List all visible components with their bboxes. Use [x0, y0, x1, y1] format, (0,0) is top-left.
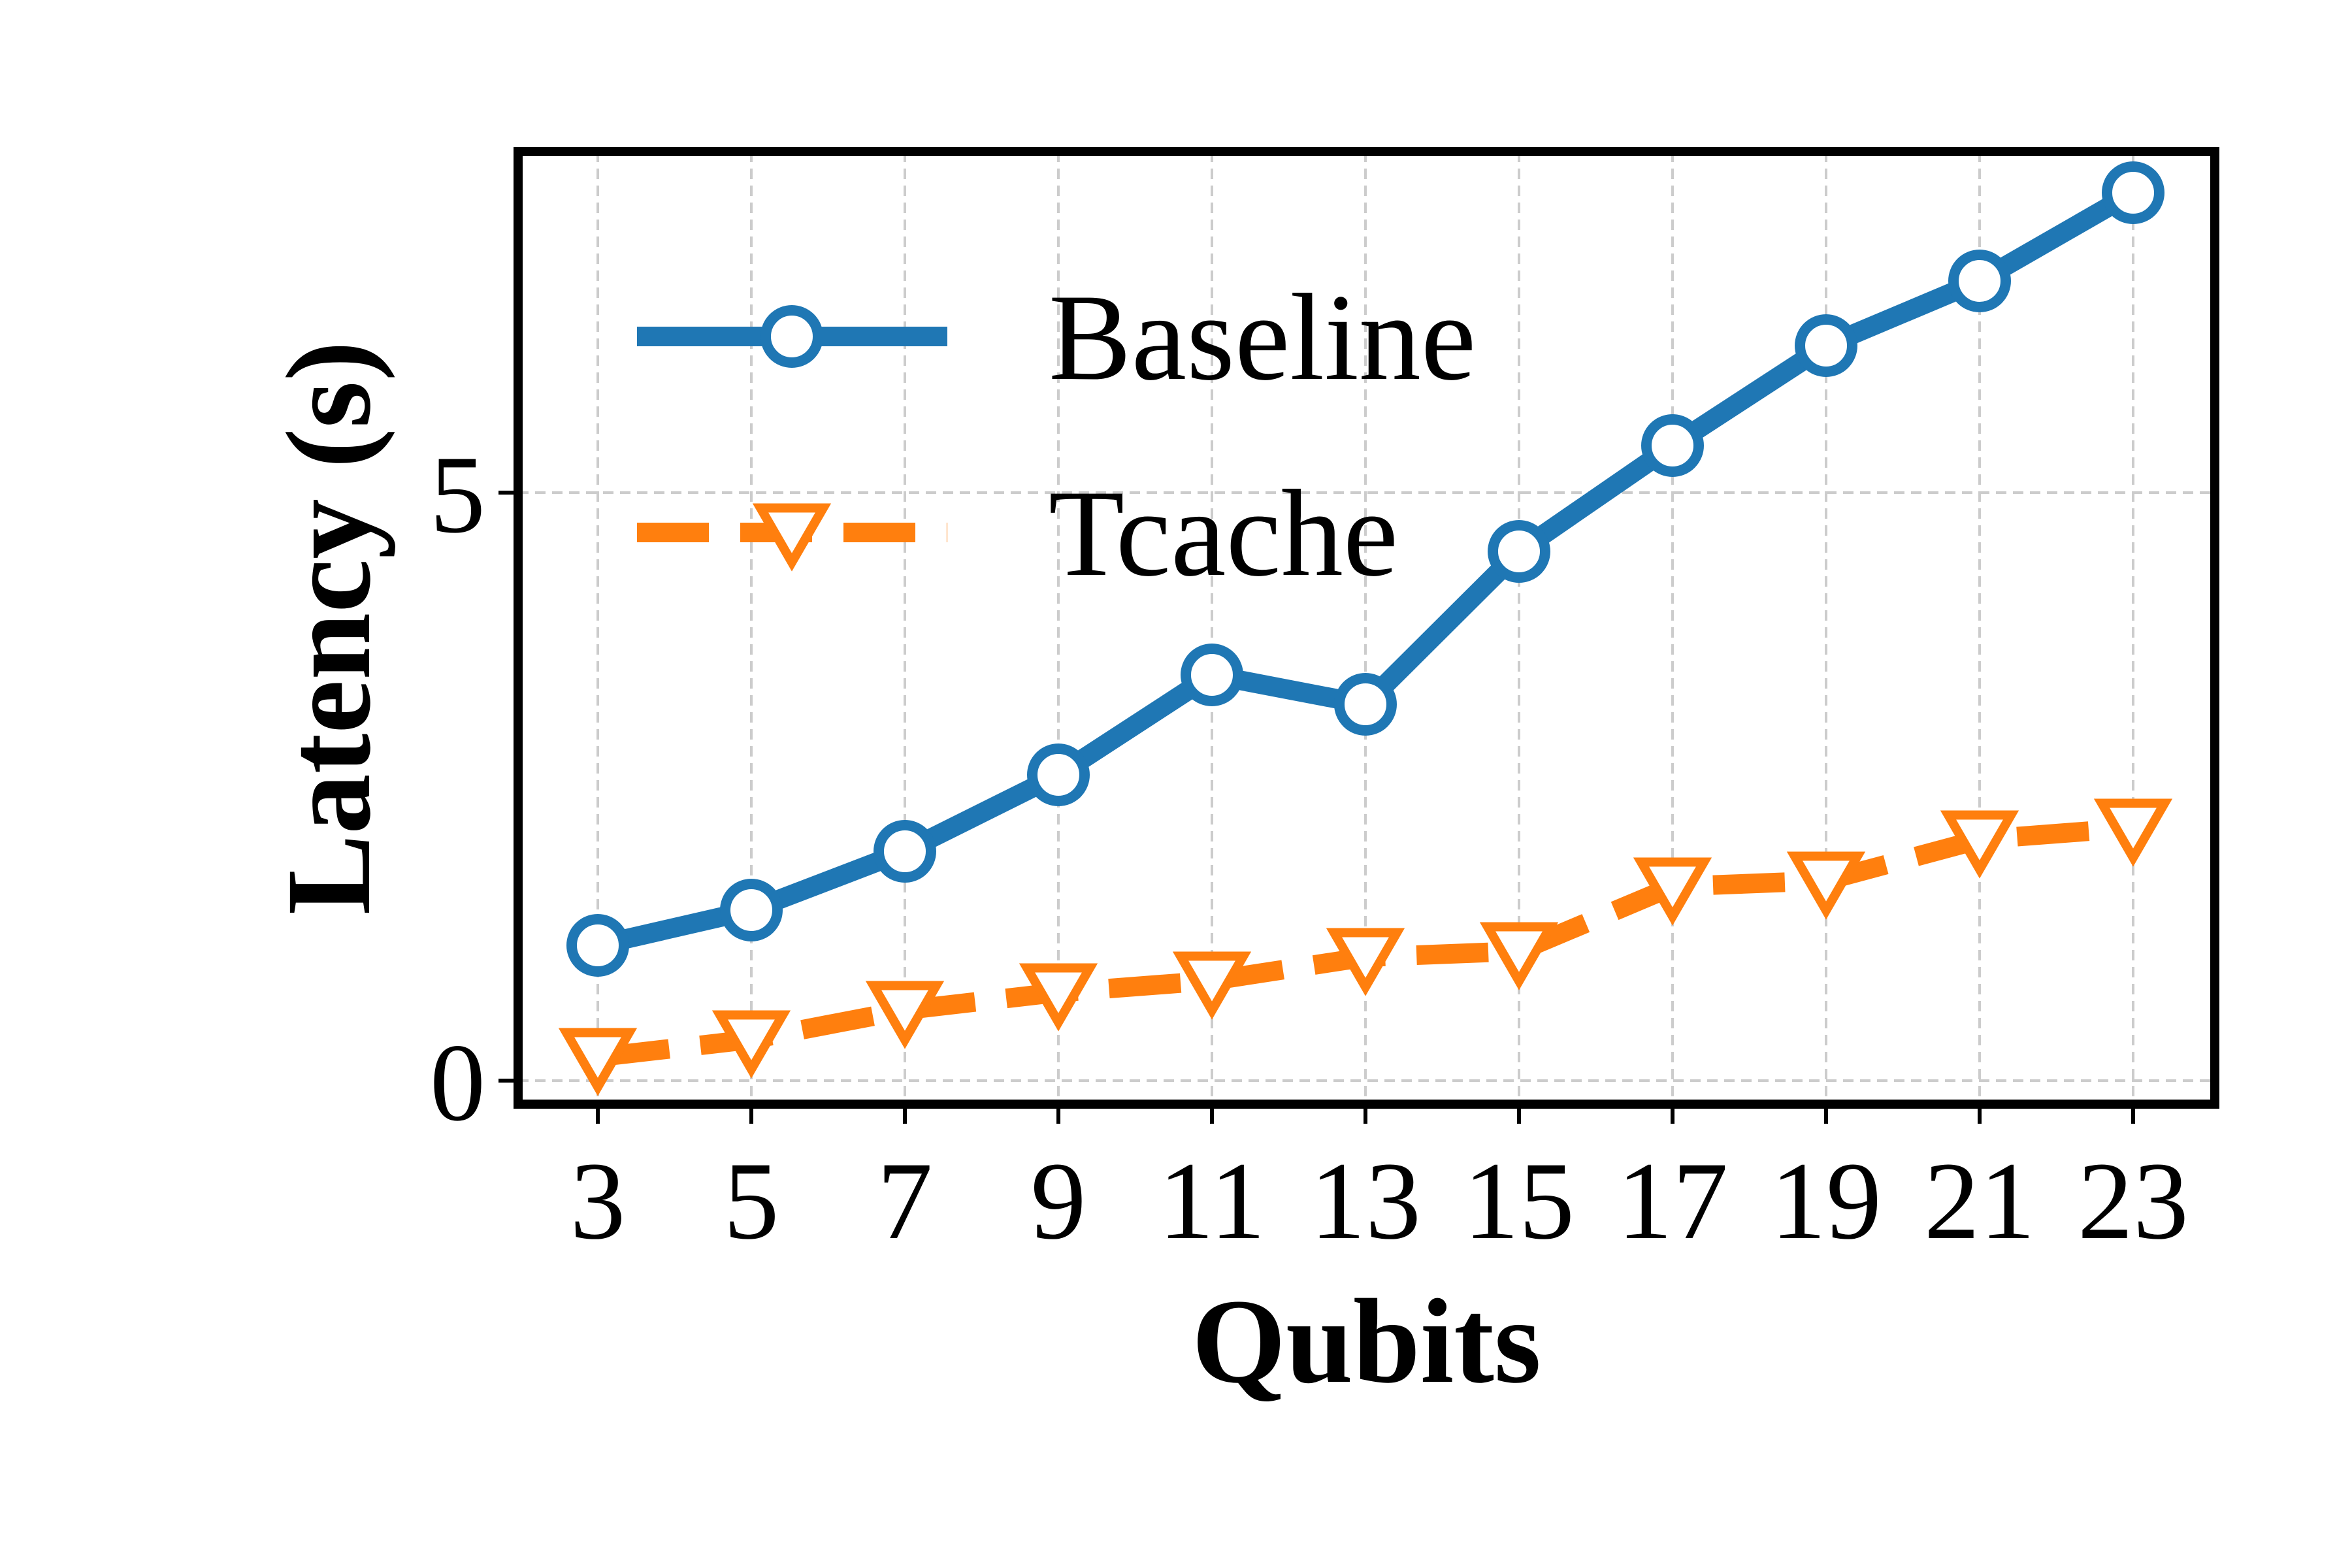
- legend-label-baseline: Baseline: [1049, 269, 1476, 406]
- data-point-baseline: [1948, 250, 2011, 312]
- legend-label-tcache: Tcache: [1049, 465, 1398, 602]
- data-point-baseline: [566, 914, 629, 977]
- x-tick-label: 13: [1310, 1139, 1421, 1262]
- data-point-tcache: [2093, 798, 2173, 867]
- x-tick-label: 17: [1617, 1139, 1728, 1262]
- legend-item-tcache: Tcache: [637, 465, 1398, 602]
- legend: Baseline Tcache: [637, 269, 1476, 602]
- data-point-tcache: [1633, 857, 1712, 926]
- data-point-tcache: [1019, 963, 1098, 1032]
- x-tick-label: 21: [1924, 1139, 2035, 1262]
- x-tick-label: 15: [1463, 1139, 1575, 1262]
- data-point-tcache: [1479, 922, 1559, 990]
- data-point-baseline: [1488, 520, 1550, 583]
- data-point-baseline: [1334, 673, 1397, 736]
- series-tcache: [558, 798, 2173, 1096]
- x-tick-label: 11: [1158, 1139, 1266, 1262]
- data-point-tcache: [1940, 810, 2019, 879]
- data-point-baseline: [720, 879, 783, 941]
- data-point-tcache: [1786, 851, 1866, 920]
- series-baseline: [566, 161, 2164, 977]
- legend-item-baseline: Baseline: [637, 269, 1476, 406]
- data-point-tcache: [1172, 951, 1252, 1020]
- data-point-baseline: [1795, 314, 1857, 377]
- data-point-baseline: [874, 820, 936, 883]
- x-tick-label: 5: [724, 1139, 779, 1262]
- x-tick-label: 19: [1771, 1139, 1882, 1262]
- data-point-tcache: [865, 981, 945, 1049]
- data-point-baseline: [1641, 414, 1704, 477]
- data-point-tcache: [711, 1010, 791, 1079]
- x-tick-label: 9: [1031, 1139, 1086, 1262]
- y-axis-label: Latency (s): [262, 341, 396, 915]
- legend-marker-tcache: [752, 503, 832, 572]
- data-point-baseline: [1181, 644, 1243, 706]
- x-tick-label: 3: [570, 1139, 626, 1262]
- y-tick-label: 0: [430, 1021, 485, 1144]
- x-tick-label: 7: [877, 1139, 933, 1262]
- x-axis-label: Qubits: [1192, 1275, 1541, 1409]
- y-tick-label: 5: [430, 433, 485, 556]
- data-point-baseline: [1027, 743, 1090, 806]
- legend-marker-baseline: [760, 305, 823, 368]
- data-point-tcache: [1326, 928, 1405, 996]
- plot-series: [558, 161, 2173, 1096]
- x-tick-label: 23: [2078, 1139, 2189, 1262]
- data-point-baseline: [2102, 161, 2164, 224]
- data-point-tcache: [558, 1028, 638, 1096]
